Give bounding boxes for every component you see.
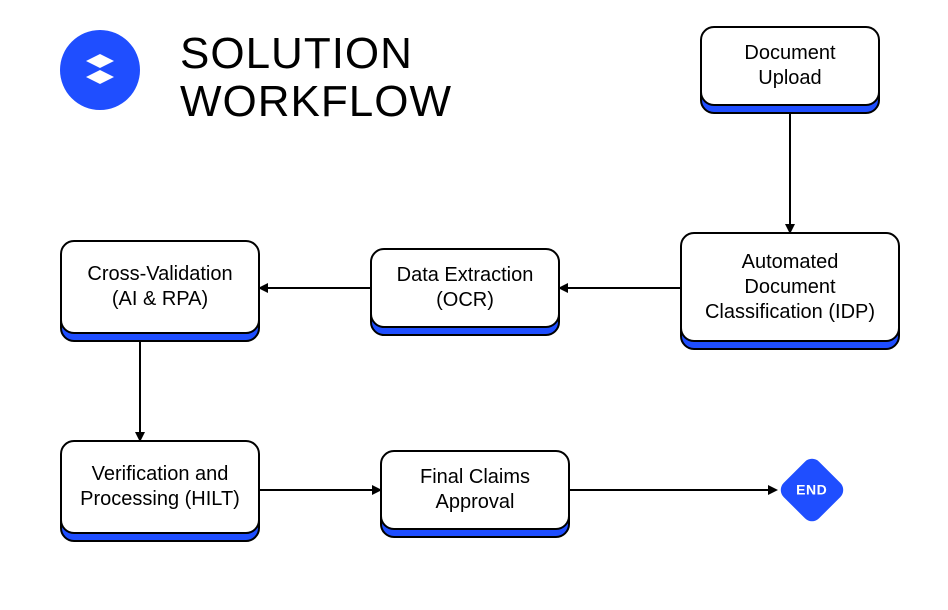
end-label: END xyxy=(796,482,827,498)
title-line-1: SOLUTION xyxy=(180,30,452,78)
node-label: Document Upload xyxy=(700,26,880,106)
page-title: SOLUTION WORKFLOW xyxy=(180,30,452,127)
node-cross-validation: Cross-Validation (AI & RPA) xyxy=(60,240,260,334)
logo-icon xyxy=(80,50,120,90)
end-diamond: END xyxy=(777,455,848,526)
node-label: Final Claims Approval xyxy=(380,450,570,530)
workflow-canvas: SOLUTION WORKFLOW Document Upload Automa… xyxy=(0,0,948,610)
node-verification-processing: Verification and Processing (HILT) xyxy=(60,440,260,534)
node-label: Verification and Processing (HILT) xyxy=(60,440,260,534)
node-document-upload: Document Upload xyxy=(700,26,880,106)
title-line-2: WORKFLOW xyxy=(180,78,452,126)
node-end: END xyxy=(780,458,844,522)
node-automated-classification: Automated Document Classification (IDP) xyxy=(680,232,900,342)
node-label: Automated Document Classification (IDP) xyxy=(680,232,900,342)
node-label: Cross-Validation (AI & RPA) xyxy=(60,240,260,334)
logo-badge xyxy=(60,30,140,110)
node-label: Data Extraction (OCR) xyxy=(370,248,560,328)
node-data-extraction: Data Extraction (OCR) xyxy=(370,248,560,328)
node-final-approval: Final Claims Approval xyxy=(380,450,570,530)
